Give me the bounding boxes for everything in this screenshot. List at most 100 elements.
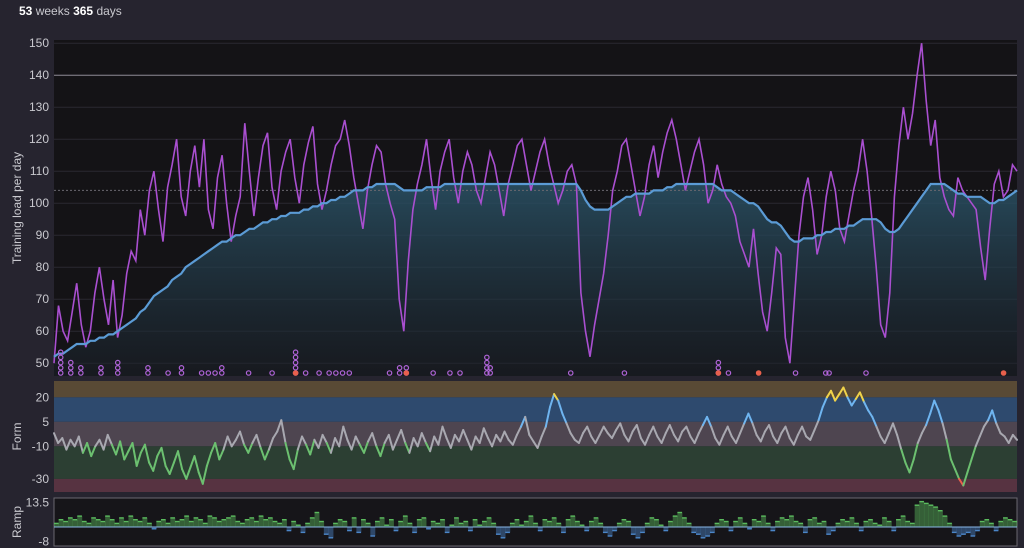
ramp-bar xyxy=(81,521,87,527)
form-line-segment xyxy=(408,437,415,454)
activity-marker xyxy=(178,364,185,371)
ramp-bar xyxy=(161,519,166,527)
form-line-segment xyxy=(536,435,543,449)
form-line-segment xyxy=(462,429,469,441)
form-line-segment xyxy=(871,415,878,428)
form-line-segment xyxy=(453,433,460,443)
ramp-bar xyxy=(844,521,850,527)
ramp-bar xyxy=(551,517,557,527)
form-line-segment xyxy=(747,412,754,425)
ramp-bar xyxy=(114,523,120,527)
ramp-bar xyxy=(365,523,371,527)
ramp-bar xyxy=(277,523,283,527)
activity-marker xyxy=(57,349,64,356)
activity-marker xyxy=(114,364,121,371)
form-line-segment xyxy=(482,427,489,440)
activity-marker xyxy=(316,370,322,376)
y-tick-label: 13.5 xyxy=(26,496,50,510)
form-line-segment xyxy=(234,430,241,441)
ramp-bar xyxy=(602,527,608,533)
activity-marker xyxy=(57,359,64,366)
ramp-bar xyxy=(854,523,860,527)
form-line-segment xyxy=(276,419,283,433)
y-axis-label: Training load per day xyxy=(10,152,24,264)
form-line-segment xyxy=(652,425,659,438)
ramp-bar xyxy=(491,523,497,527)
ramp-bar xyxy=(872,523,878,527)
ramp-bar xyxy=(95,519,101,527)
form-line-segment xyxy=(553,393,560,402)
form-line-segment xyxy=(846,396,853,407)
form-line-segment xyxy=(524,415,531,436)
ramp-bar xyxy=(682,517,687,527)
ramp-bar xyxy=(268,517,273,527)
ramp-bar xyxy=(807,519,813,527)
training-load-panel[interactable]: 150 140 130 120 110 100 90 80 70 60 50 Training loa… xyxy=(10,36,1018,376)
form-line-segment xyxy=(309,438,316,456)
form-line-segment xyxy=(73,435,80,448)
ramp-bar xyxy=(630,527,636,535)
ramp-bar xyxy=(900,516,906,527)
activity-marker xyxy=(755,370,762,376)
form-line-segment xyxy=(532,440,539,449)
form-line-segment xyxy=(478,427,485,444)
form-line-segment xyxy=(772,435,779,444)
ramp-bar xyxy=(672,516,678,527)
ramp-bar xyxy=(216,521,222,527)
ramp-bar xyxy=(230,516,236,527)
form-line-segment xyxy=(400,429,407,444)
ramp-bar xyxy=(184,516,190,527)
form-line-segment xyxy=(929,399,936,415)
form-line-segment xyxy=(441,425,448,440)
form-line-segment xyxy=(858,391,866,404)
activity-marker xyxy=(212,370,218,376)
form-line-segment xyxy=(346,438,353,451)
form-line-segment xyxy=(540,425,547,438)
ramp-bar xyxy=(928,505,934,527)
form-line-segment xyxy=(416,432,423,448)
form-line-segment xyxy=(520,415,527,428)
ramp-bar xyxy=(416,519,422,527)
form-line-segment xyxy=(838,386,845,396)
form-line-segment xyxy=(1003,435,1010,444)
form-panel[interactable]: 20 5 -10 -30 Form xyxy=(10,381,1018,492)
form-line-segment xyxy=(222,435,229,451)
form-line-segment xyxy=(697,424,704,435)
ramp-bar xyxy=(165,523,171,527)
form-line-segment xyxy=(970,445,977,461)
form-line-segment xyxy=(710,425,717,440)
ramp-bar xyxy=(179,519,185,527)
ramp-bar xyxy=(458,523,464,527)
form-line-segment xyxy=(317,433,324,449)
ramp-bar xyxy=(309,517,315,527)
ramp-bar xyxy=(207,516,213,527)
ramp-bar xyxy=(444,527,450,533)
form-line-segment xyxy=(86,442,93,458)
form-line-segment xyxy=(226,435,233,448)
ramp-bar xyxy=(677,512,683,527)
form-line-segment xyxy=(1007,433,1014,444)
ramp-bar xyxy=(696,527,701,535)
form-line-segment xyxy=(896,433,903,451)
ramp-bar xyxy=(477,525,483,527)
activity-marker xyxy=(484,364,490,371)
activity-marker xyxy=(218,370,225,376)
form-line-segment xyxy=(689,435,696,444)
ramp-panel[interactable]: 13.5 -8 Ramp xyxy=(10,496,1018,548)
activity-marker xyxy=(484,354,490,361)
form-line-segment xyxy=(561,412,568,425)
form-line-segment xyxy=(205,451,213,467)
ramp-bar xyxy=(793,521,799,527)
form-line-segment xyxy=(949,458,956,471)
ramp-bar xyxy=(440,519,446,527)
ramp-bar xyxy=(640,527,646,533)
ramp-bar xyxy=(849,517,855,527)
form-line-segment xyxy=(396,429,403,441)
ramp-bar xyxy=(882,517,888,527)
y-tick-label: 50 xyxy=(36,356,50,370)
ramp-bar xyxy=(384,525,390,527)
fatigue-line xyxy=(53,43,1018,364)
ramp-bar xyxy=(221,519,227,527)
form-line-segment xyxy=(933,399,940,412)
ramp-bar xyxy=(109,519,115,527)
